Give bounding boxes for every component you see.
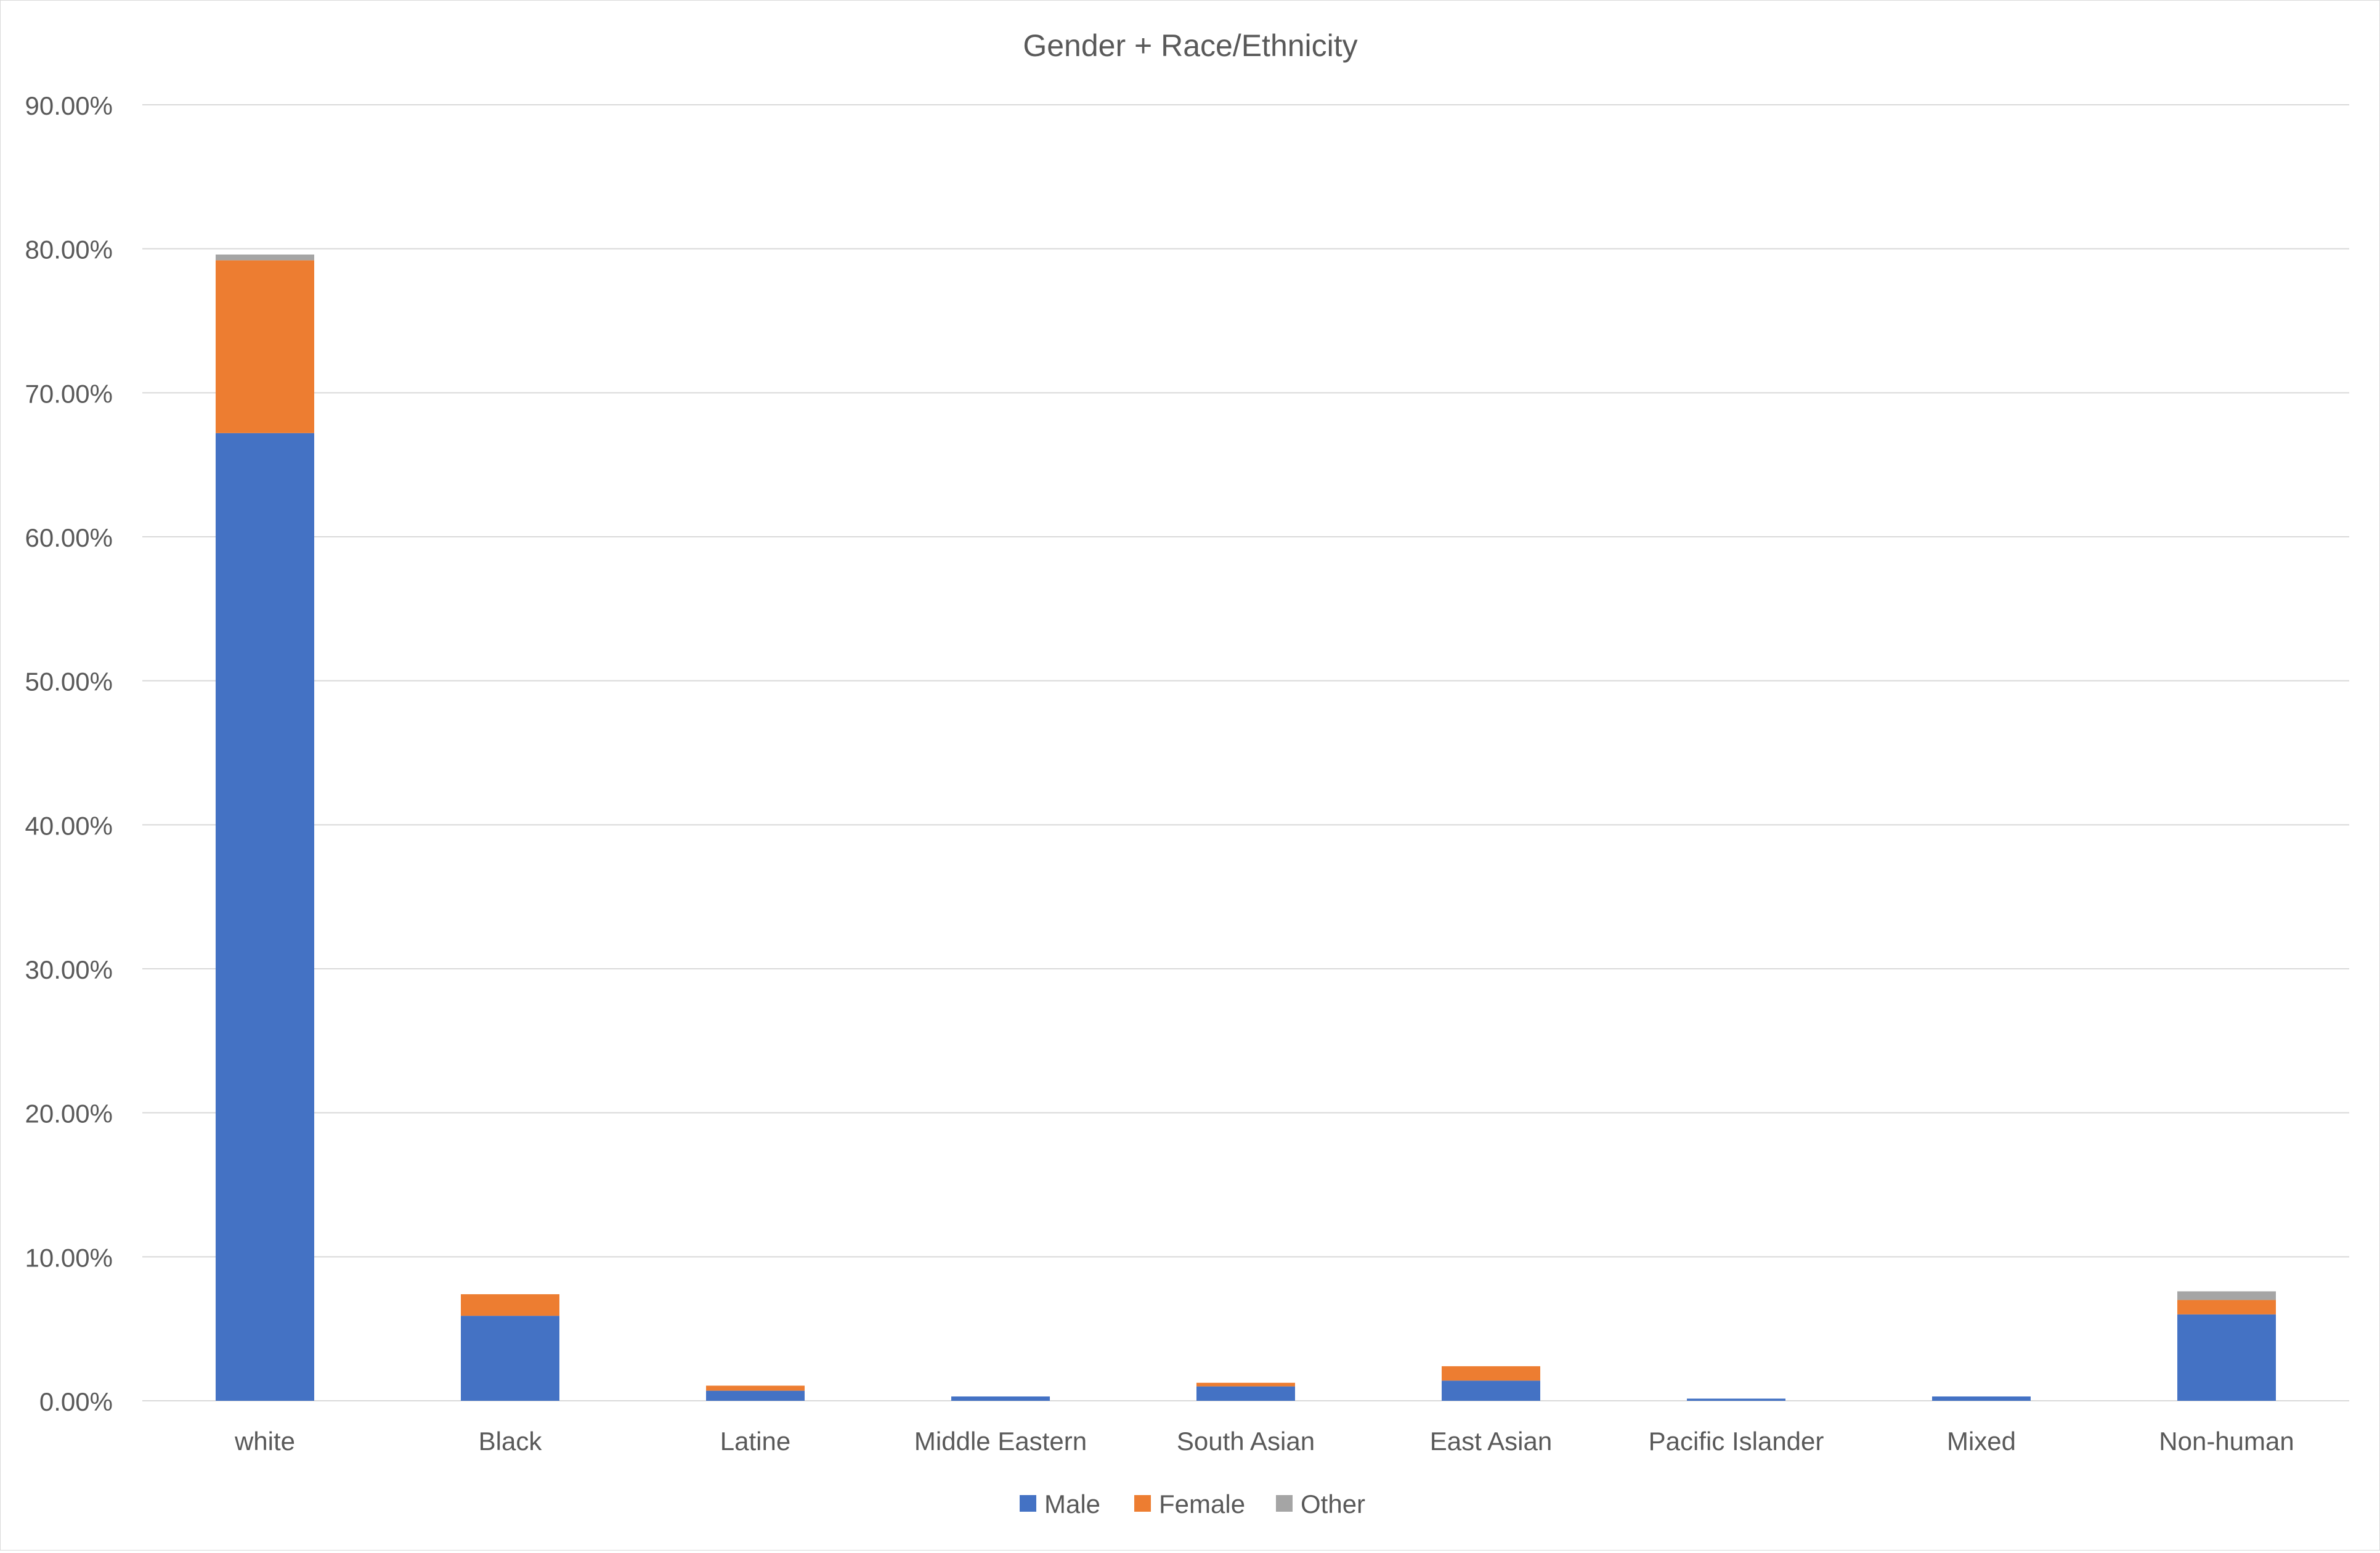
- y-axis-tick-labels: 0.00% 10.00% 20.00% 30.00% 40.00% 50.00% 60.00…: [25, 91, 113, 1416]
- y-tick-label: 60.00%: [25, 523, 113, 552]
- bar-female-east-asian: [1442, 1366, 1540, 1381]
- legend-swatch: [1134, 1495, 1151, 1512]
- bar-male-middle-eastern: [951, 1396, 1050, 1401]
- legend: Male Female Other: [1020, 1490, 1365, 1518]
- legend-swatch: [1020, 1495, 1036, 1512]
- bar-male-mixed: [1932, 1396, 2031, 1401]
- bar-male-pacific-islander: [1687, 1398, 1785, 1401]
- y-tick-label: 0.00%: [39, 1387, 113, 1416]
- bar-female-latine: [706, 1385, 805, 1391]
- bar-female-south-asian: [1196, 1382, 1295, 1387]
- y-tick-label: 90.00%: [25, 91, 113, 120]
- bar-male-black: [461, 1316, 559, 1401]
- legend-label: Female: [1159, 1490, 1245, 1518]
- bar-male-south-asian: [1196, 1386, 1295, 1401]
- bar-male-east-asian: [1442, 1380, 1540, 1401]
- gridlines: [142, 104, 2349, 1401]
- bar-male-white: [216, 433, 314, 1401]
- legend-item-male: Male: [1020, 1490, 1100, 1518]
- bar-female-non-human: [2177, 1300, 2276, 1315]
- bar-female-black: [461, 1294, 559, 1316]
- bar-male-non-human: [2177, 1314, 2276, 1401]
- y-tick-label: 80.00%: [25, 235, 113, 264]
- y-tick-label: 20.00%: [25, 1099, 113, 1128]
- x-tick-label: Middle Eastern: [914, 1427, 1087, 1456]
- x-tick-label: Latine: [720, 1427, 790, 1456]
- x-tick-label: Mixed: [1947, 1427, 2016, 1456]
- y-tick-label: 30.00%: [25, 955, 113, 984]
- legend-swatch: [1276, 1495, 1293, 1512]
- x-tick-label: Black: [479, 1427, 543, 1456]
- bar-male-latine: [706, 1390, 805, 1401]
- y-tick-label: 70.00%: [25, 379, 113, 408]
- bar-female-white: [216, 260, 314, 433]
- x-tick-label: Pacific Islander: [1649, 1427, 1824, 1456]
- y-tick-label: 10.00%: [25, 1243, 113, 1272]
- x-axis-tick-labels: white Black Latine Middle Eastern South Asia…: [234, 1427, 2294, 1456]
- y-tick-label: 40.00%: [25, 811, 113, 840]
- legend-label: Other: [1301, 1490, 1365, 1518]
- bar-other-white: [216, 255, 314, 261]
- x-tick-label: South Asian: [1177, 1427, 1315, 1456]
- chart-title: Gender + Race/Ethnicity: [1023, 28, 1357, 63]
- legend-item-female: Female: [1134, 1490, 1245, 1518]
- bars: [216, 255, 2276, 1401]
- legend-item-other: Other: [1276, 1490, 1365, 1518]
- legend-label: Male: [1044, 1490, 1100, 1518]
- x-tick-label: white: [234, 1427, 295, 1456]
- y-tick-label: 50.00%: [25, 667, 113, 696]
- x-tick-label: Non-human: [2159, 1427, 2294, 1456]
- bar-other-non-human: [2177, 1291, 2276, 1300]
- x-tick-label: East Asian: [1430, 1427, 1552, 1456]
